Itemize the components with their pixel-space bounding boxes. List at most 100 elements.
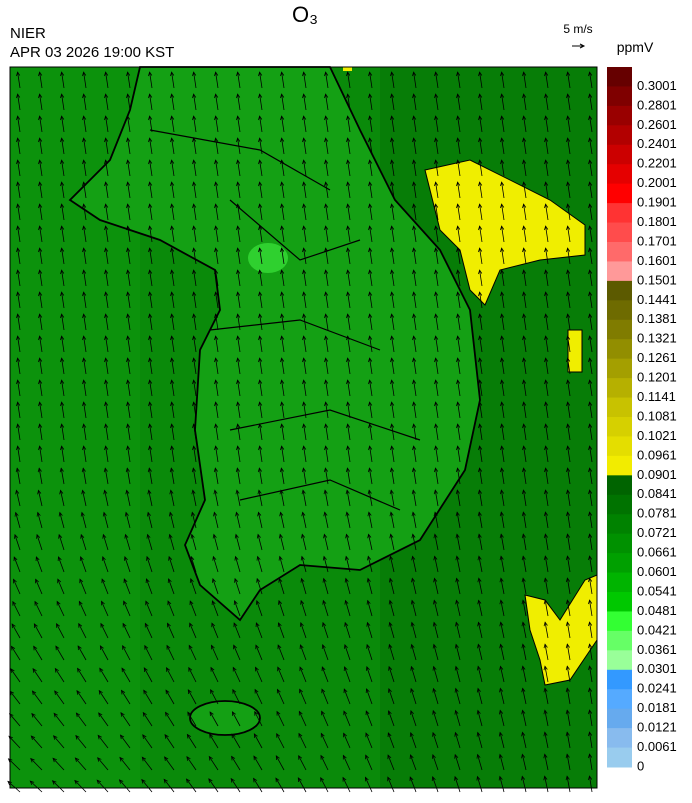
- wind-arrowhead: [499, 555, 504, 561]
- wind-arrow: [259, 72, 263, 89]
- wind-arrowhead: [120, 712, 125, 717]
- wind-arrow: [56, 601, 65, 617]
- wind-arrow: [17, 292, 21, 309]
- wind-arrowhead: [298, 710, 303, 716]
- wind-arrowhead: [146, 533, 151, 539]
- wind-arrow: [391, 182, 395, 199]
- wind-arrow: [410, 666, 417, 683]
- wind-arrowhead: [346, 225, 351, 231]
- wind-arrowhead: [35, 556, 40, 562]
- wind-arrow: [193, 182, 197, 199]
- wind-arrowhead: [344, 599, 349, 605]
- wind-arrow: [278, 600, 285, 617]
- datetime: APR 03 2026 19:00 KST: [10, 44, 174, 61]
- wind-arrowhead: [368, 115, 373, 121]
- wind-arrowhead: [126, 423, 131, 429]
- wind-arrow: [545, 314, 549, 331]
- wind-arrowhead: [454, 709, 459, 715]
- wind-arrow: [187, 734, 197, 749]
- wind-arrow: [145, 601, 153, 617]
- wind-arrow: [259, 424, 263, 441]
- wind-arrow: [97, 735, 109, 749]
- wind-arrowhead: [544, 467, 549, 473]
- wind-arrowhead: [148, 71, 153, 77]
- wind-arrow: [544, 644, 549, 661]
- wind-arrowhead: [302, 159, 307, 165]
- wind-arrowhead: [190, 555, 195, 561]
- wind-arrowhead: [124, 511, 129, 517]
- wind-arrowhead: [302, 115, 307, 121]
- wind-arrowhead: [188, 666, 193, 672]
- wind-arrow: [479, 138, 483, 155]
- wind-arrowhead: [566, 511, 571, 517]
- colorbar-label: 0.0541: [637, 583, 677, 598]
- wind-arrow: [52, 758, 65, 771]
- wind-arrow: [567, 380, 571, 397]
- wind-arrowhead: [170, 313, 175, 319]
- wind-arrow: [237, 446, 241, 463]
- wind-arrowhead: [345, 533, 350, 539]
- wind-arrow: [391, 270, 395, 287]
- wind-arrowhead: [368, 225, 373, 231]
- wind-arrowhead: [60, 203, 65, 209]
- wind-arrow: [387, 754, 395, 771]
- wind-arrow: [391, 424, 395, 441]
- wind-arrowhead: [232, 666, 237, 672]
- wind-arrow: [102, 534, 109, 551]
- wind-arrowhead: [368, 335, 373, 341]
- wind-arrowhead: [122, 622, 127, 628]
- wind-arrowhead: [16, 423, 21, 429]
- wind-arrow: [213, 534, 219, 551]
- wind-arrow: [83, 182, 87, 199]
- wind-arrowhead: [77, 645, 82, 651]
- wind-arrowhead: [543, 643, 548, 649]
- wind-arrow: [16, 468, 21, 485]
- wind-arrowhead: [60, 247, 65, 253]
- wind-arrow: [298, 711, 307, 727]
- wind-arrowhead: [191, 489, 196, 495]
- wind-arrowhead: [433, 555, 438, 561]
- wind-arrowhead: [410, 687, 415, 693]
- wind-arrowhead: [476, 731, 481, 737]
- colorbar-label: 0.0421: [637, 622, 677, 637]
- wind-arrowhead: [38, 181, 43, 187]
- wind-arrowhead: [60, 379, 65, 385]
- wind-arrowhead: [544, 335, 549, 341]
- wind-arrow: [78, 623, 87, 639]
- colorbar-swatch: [607, 125, 632, 146]
- wind-arrow: [147, 512, 153, 529]
- wind-arrowhead: [412, 203, 417, 209]
- wind-arrow: [215, 182, 219, 199]
- wind-arrowhead: [299, 621, 304, 627]
- wind-arrow: [105, 292, 109, 309]
- wind-arrowhead: [390, 357, 395, 363]
- wind-arrow: [213, 512, 219, 529]
- wind-arrowhead: [60, 291, 65, 297]
- wind-arrow: [149, 72, 153, 89]
- wind-arrow: [105, 160, 109, 177]
- colorbar-swatch: [607, 436, 632, 457]
- wind-arrow: [435, 358, 439, 375]
- wind-arrow: [105, 336, 109, 353]
- wind-arrow: [433, 622, 439, 639]
- wind-arrow: [256, 578, 263, 595]
- wind-arrowhead: [345, 511, 350, 517]
- wind-arrowhead: [236, 225, 241, 231]
- wind-arrowhead: [522, 247, 527, 253]
- wind-arrowhead: [258, 203, 263, 209]
- wind-arrowhead: [119, 734, 125, 740]
- wind-arrowhead: [565, 753, 570, 759]
- wind-arrowhead: [566, 93, 571, 99]
- colorbar-label: 0.0661: [637, 545, 677, 560]
- wind-arrowhead: [302, 137, 307, 143]
- wind-arrowhead: [565, 731, 570, 737]
- wind-arrow: [325, 402, 329, 419]
- wind-arrow: [55, 645, 65, 661]
- wind-arrowhead: [82, 115, 87, 121]
- wind-arrowhead: [521, 665, 526, 671]
- wind-arrow: [479, 468, 483, 485]
- wind-arrow: [210, 689, 219, 705]
- wind-arrow: [171, 226, 175, 243]
- colorbar-label: 0.2401: [637, 136, 677, 151]
- wind-arrow: [567, 490, 571, 507]
